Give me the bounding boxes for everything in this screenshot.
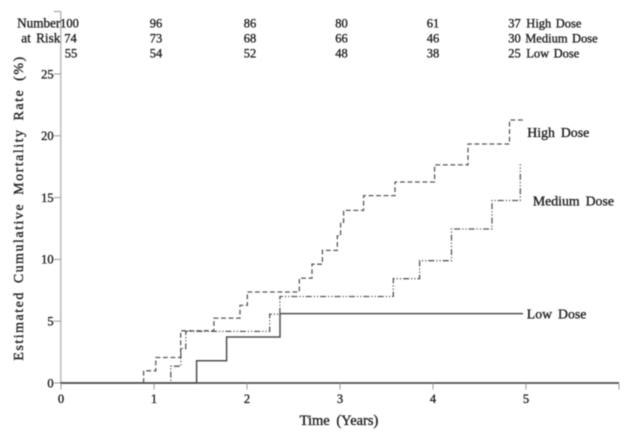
svg-text:at Risk: at Risk — [21, 30, 60, 45]
svg-text:2: 2 — [244, 392, 250, 406]
svg-text:3: 3 — [337, 392, 343, 406]
svg-text:1: 1 — [151, 392, 157, 406]
svg-text:73: 73 — [150, 31, 163, 45]
svg-text:High Dose: High Dose — [527, 125, 589, 140]
svg-text:4: 4 — [430, 392, 437, 406]
svg-text:80: 80 — [335, 16, 348, 30]
svg-text:100: 100 — [60, 16, 79, 30]
svg-text:68: 68 — [244, 31, 257, 45]
svg-text:Medium Dose: Medium Dose — [525, 31, 598, 45]
svg-text:Low Dose: Low Dose — [527, 307, 587, 322]
svg-text:Number: Number — [17, 15, 61, 30]
svg-text:5: 5 — [47, 315, 53, 329]
svg-text:Low Dose: Low Dose — [526, 46, 579, 60]
svg-text:38: 38 — [427, 46, 440, 60]
svg-text:96: 96 — [150, 16, 163, 30]
svg-text:61: 61 — [427, 16, 440, 30]
svg-text:15: 15 — [41, 191, 54, 205]
svg-text:37: 37 — [508, 16, 521, 30]
svg-text:High Dose: High Dose — [526, 16, 582, 30]
svg-text:Medium Dose: Medium Dose — [533, 194, 614, 209]
svg-text:48: 48 — [335, 46, 348, 60]
svg-text:25: 25 — [508, 46, 521, 60]
svg-text:0: 0 — [47, 376, 53, 390]
svg-text:25: 25 — [41, 67, 54, 81]
svg-text:54: 54 — [150, 46, 163, 60]
svg-text:46: 46 — [427, 31, 440, 45]
svg-text:10: 10 — [41, 253, 54, 267]
svg-text:66: 66 — [335, 31, 348, 45]
svg-text:5: 5 — [523, 392, 529, 406]
svg-text:Estimated Cumulative Mortality: Estimated Cumulative Mortality Rate (%) — [12, 55, 27, 360]
svg-text:74: 74 — [64, 31, 77, 45]
svg-text:30: 30 — [508, 31, 521, 45]
svg-text:0: 0 — [58, 392, 64, 406]
svg-text:Time (Years): Time (Years) — [300, 413, 379, 429]
svg-text:55: 55 — [65, 46, 78, 60]
svg-text:20: 20 — [41, 129, 54, 143]
svg-text:52: 52 — [244, 46, 257, 60]
svg-text:86: 86 — [244, 16, 257, 30]
